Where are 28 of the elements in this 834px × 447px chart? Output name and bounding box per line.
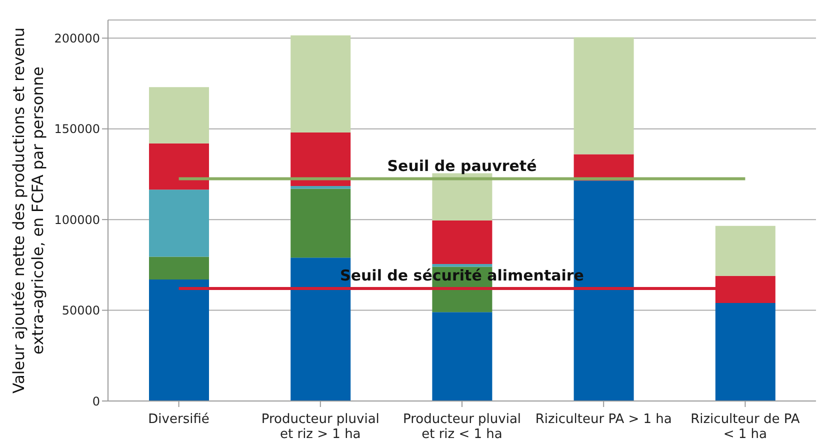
ref-line-label: Seuil de pauvreté xyxy=(387,156,537,175)
bar xyxy=(432,264,492,267)
bar xyxy=(432,220,492,264)
bar xyxy=(432,312,492,401)
bar xyxy=(290,35,351,132)
bar xyxy=(149,190,209,257)
x-tick-label: Producteur pluvial et riz < 1 ha xyxy=(402,412,522,442)
x-tick-label: Riziculteur PA > 1 ha xyxy=(535,412,672,427)
bar xyxy=(715,303,776,401)
y-axis-title: Valeur ajoutée nette des productions et revenu extra-agricole, en FCFA par personne xyxy=(10,27,47,394)
x-tick-label: Producteur pluvial et riz > 1 ha xyxy=(261,412,380,442)
y-tick-label: 150000 xyxy=(54,122,100,136)
bar xyxy=(149,279,209,401)
bar xyxy=(290,188,351,258)
bar xyxy=(149,256,209,280)
bar xyxy=(149,143,209,190)
bar xyxy=(290,186,351,189)
y-tick-label: 100000 xyxy=(54,212,100,227)
bar xyxy=(715,226,776,276)
x-tick-label: Riziculteur de PA < 1 ha xyxy=(690,412,800,442)
y-tick-label: 200000 xyxy=(54,31,100,46)
bar xyxy=(290,132,351,186)
bar xyxy=(574,37,634,154)
x-tick-label: Diversifié xyxy=(148,412,210,427)
y-tick-label: 0 xyxy=(92,394,100,408)
y-tick-label: 50000 xyxy=(62,304,100,318)
bar xyxy=(432,173,492,220)
bar xyxy=(149,87,209,144)
